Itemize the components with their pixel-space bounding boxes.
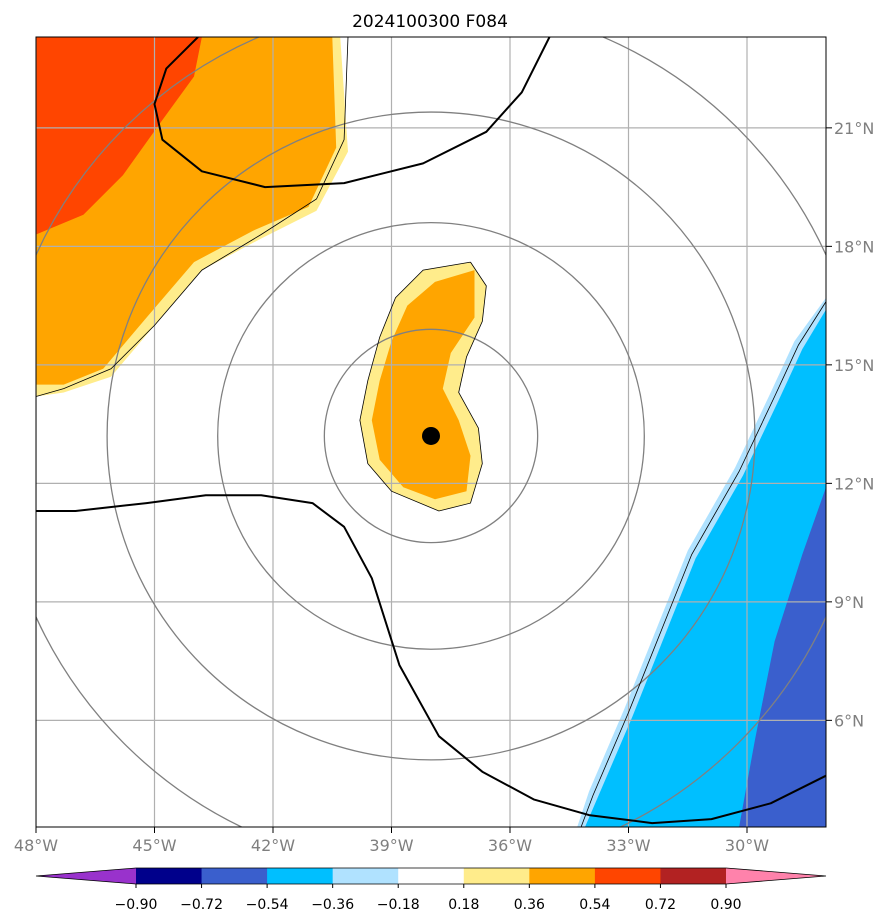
colorbar-label-2: −0.54 — [246, 897, 289, 913]
range-ring-1 — [217, 222, 645, 650]
colorbar-label-4: −0.18 — [377, 897, 420, 913]
storm-center-marker — [422, 426, 440, 445]
colorbar-extend-high — [726, 868, 826, 884]
colorbar-segment-1 — [201, 868, 268, 884]
y-axis-ticks: 6°N 9°N 12°N 15°N 18°N 21°N — [826, 119, 874, 730]
thick-contours — [36, 37, 826, 825]
y-tick-label-2: 12°N — [834, 474, 874, 493]
x-tick-label-6: 30°W — [725, 836, 769, 855]
x-tick-label-4: 36°W — [488, 836, 532, 855]
colorbar-segment-8 — [660, 868, 727, 884]
thin-contour-2 — [580, 301, 826, 827]
colorbar: −0.90 −0.72 −0.54 −0.36 −0.18 0.18 0.36 0.54 0.7… — [35, 867, 827, 913]
colorbar-label-7: 0.54 — [579, 897, 610, 913]
thin-contour-1 — [359, 261, 487, 512]
y-tick-label-3: 15°N — [834, 356, 874, 375]
y-tick-label-1: 9°N — [834, 593, 864, 612]
x-axis-ticks: 48°W 45°W 42°W 39°W 36°W 33°W 30°W — [14, 827, 769, 855]
x-tick-label-5: 33°W — [606, 836, 650, 855]
colorbar-segment-0 — [136, 868, 203, 884]
y-tick-label-4: 18°N — [834, 237, 874, 256]
colorbar-label-9: 0.90 — [710, 897, 741, 913]
x-tick-label-0: 48°W — [14, 836, 58, 855]
x-tick-label-1: 45°W — [132, 836, 176, 855]
gridlines — [36, 37, 826, 827]
plot-frame — [35, 36, 827, 828]
colorbar-label-8: 0.72 — [645, 897, 676, 913]
y-tick-label-0: 6°N — [834, 711, 864, 730]
colorbar-label-0: −0.90 — [115, 897, 158, 913]
thin-contour-0 — [36, 37, 349, 397]
range-ring-0 — [323, 328, 539, 544]
colorbar-segment-5 — [463, 868, 530, 884]
thick-contour-0 — [153, 37, 551, 189]
thin-contours — [36, 37, 826, 827]
colorbar-segment-6 — [529, 868, 596, 884]
colorbar-label-5: 0.18 — [448, 897, 479, 913]
colorbar-segment-4 — [398, 868, 465, 884]
filled-region-4 — [371, 270, 475, 500]
colorbar-label-6: 0.36 — [514, 897, 545, 913]
storm-center — [422, 426, 440, 445]
filled-region-7 — [739, 487, 826, 827]
range-rings — [36, 37, 826, 827]
plot-area — [36, 37, 826, 827]
x-tick-label-2: 42°W — [251, 836, 295, 855]
y-tick-label-5: 21°N — [834, 119, 874, 138]
colorbar-extend-low — [36, 868, 136, 884]
thick-contour-1 — [36, 494, 826, 825]
colorbar-segment-3 — [332, 868, 399, 884]
colorbar-label-1: −0.72 — [180, 897, 223, 913]
chart-title: 2024100300 F084 — [352, 12, 508, 32]
x-tick-label-3: 39°W — [369, 836, 413, 855]
colorbar-label-3: −0.36 — [311, 897, 354, 913]
colorbar-segment-2 — [267, 868, 334, 884]
colorbar-segment-7 — [594, 868, 661, 884]
range-ring-2 — [106, 111, 756, 761]
